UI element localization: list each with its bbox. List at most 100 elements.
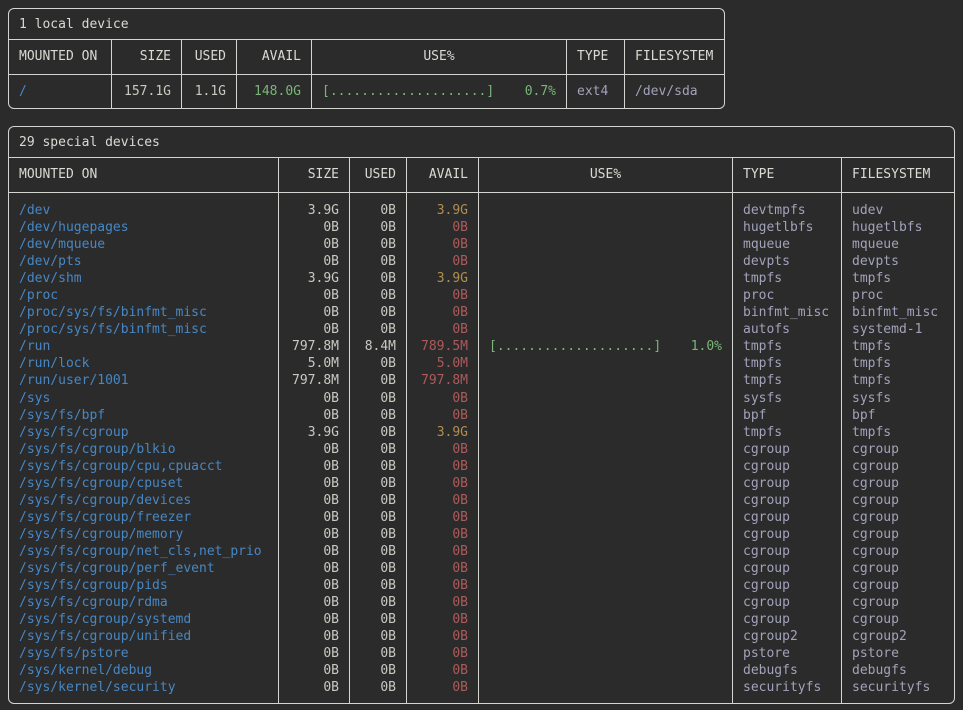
local-devices-body: /157.1G1.1G148.0G[....................]0… bbox=[9, 75, 724, 108]
cell-type: cgroup bbox=[732, 543, 841, 560]
cell-size: 0B bbox=[278, 458, 349, 475]
cell-size: 0B bbox=[278, 509, 349, 526]
cell-mounted-on: /sys/fs/cgroup/blkio bbox=[9, 441, 278, 458]
cell-type: sysfs bbox=[732, 390, 841, 407]
spacer-cell bbox=[841, 696, 954, 703]
cell-avail: 0B bbox=[406, 645, 478, 662]
cell-mounted-on: /sys/fs/cgroup/systemd bbox=[9, 611, 278, 628]
cell-size: 0B bbox=[278, 236, 349, 253]
spacer-cell bbox=[732, 696, 841, 703]
cell-used: 0B bbox=[349, 372, 406, 389]
table-row: /proc0B0B0Bprocproc bbox=[9, 287, 954, 304]
table-row: /sys/fs/cgroup/devices0B0B0Bcgroupcgroup bbox=[9, 492, 954, 509]
spacer-cell bbox=[841, 193, 954, 202]
cell-filesystem: cgroup bbox=[841, 543, 954, 560]
cell-size: 0B bbox=[278, 253, 349, 270]
cell-avail: 0B bbox=[406, 543, 478, 560]
cell-size: 0B bbox=[278, 679, 349, 696]
table-row: /157.1G1.1G148.0G[....................]0… bbox=[9, 75, 724, 108]
cell-avail: 0B bbox=[406, 509, 478, 526]
cell-type: tmpfs bbox=[732, 372, 841, 389]
column-header-filesystem: FILESYSTEM bbox=[624, 40, 724, 74]
cell-use-percent bbox=[478, 594, 732, 611]
table-row: /proc/sys/fs/binfmt_misc0B0B0Bbinfmt_mis… bbox=[9, 304, 954, 321]
usage-bar: [....................] bbox=[489, 338, 661, 355]
cell-use-percent bbox=[478, 662, 732, 679]
cell-mounted-on: /sys/fs/cgroup/unified bbox=[9, 628, 278, 645]
cell-avail: 5.0M bbox=[406, 355, 478, 372]
cell-avail: 0B bbox=[406, 492, 478, 509]
cell-filesystem: tmpfs bbox=[841, 338, 954, 355]
column-header-use-percent: USE% bbox=[311, 40, 566, 74]
terminal-screen: 1 local device MOUNTED ONSIZEUSEDAVAILUS… bbox=[8, 8, 955, 704]
cell-use-percent bbox=[478, 509, 732, 526]
cell-filesystem: tmpfs bbox=[841, 372, 954, 389]
cell-avail: 0B bbox=[406, 594, 478, 611]
cell-avail: 0B bbox=[406, 679, 478, 696]
cell-mounted-on: /proc/sys/fs/binfmt_misc bbox=[9, 304, 278, 321]
cell-size: 3.9G bbox=[278, 424, 349, 441]
cell-mounted-on: /sys/fs/cgroup/freezer bbox=[9, 509, 278, 526]
cell-size: 0B bbox=[278, 611, 349, 628]
cell-type: tmpfs bbox=[732, 355, 841, 372]
cell-use-percent bbox=[478, 304, 732, 321]
cell-size: 0B bbox=[278, 219, 349, 236]
cell-type: cgroup bbox=[732, 594, 841, 611]
cell-size: 0B bbox=[278, 526, 349, 543]
spacer-cell bbox=[278, 696, 349, 703]
spacer-cell bbox=[278, 193, 349, 202]
usage-percent: 0.7% bbox=[525, 75, 556, 108]
cell-used: 0B bbox=[349, 509, 406, 526]
cell-mounted-on: /sys/fs/pstore bbox=[9, 645, 278, 662]
spacer-cell bbox=[406, 696, 478, 703]
cell-filesystem: /dev/sda bbox=[624, 75, 724, 108]
cell-use-percent bbox=[478, 287, 732, 304]
column-header-size: SIZE bbox=[111, 40, 181, 74]
cell-filesystem: tmpfs bbox=[841, 270, 954, 287]
cell-use-percent bbox=[478, 679, 732, 696]
cell-mounted-on: /sys/fs/cgroup/memory bbox=[9, 526, 278, 543]
column-header-avail: AVAIL bbox=[236, 40, 311, 74]
cell-filesystem: cgroup bbox=[841, 560, 954, 577]
cell-avail: 0B bbox=[406, 560, 478, 577]
cell-use-percent: [....................]1.0% bbox=[478, 338, 732, 355]
cell-filesystem: udev bbox=[841, 202, 954, 219]
cell-type: pstore bbox=[732, 645, 841, 662]
cell-mounted-on: /sys/fs/cgroup/rdma bbox=[9, 594, 278, 611]
cell-avail: 0B bbox=[406, 390, 478, 407]
cell-use-percent bbox=[478, 458, 732, 475]
cell-filesystem: securityfs bbox=[841, 679, 954, 696]
cell-avail: 0B bbox=[406, 236, 478, 253]
cell-filesystem: cgroup bbox=[841, 458, 954, 475]
cell-use-percent bbox=[478, 560, 732, 577]
spacer-cell bbox=[478, 696, 732, 703]
cell-use-percent: [....................]0.7% bbox=[311, 75, 566, 108]
cell-filesystem: devpts bbox=[841, 253, 954, 270]
cell-use-percent bbox=[478, 372, 732, 389]
cell-used: 0B bbox=[349, 611, 406, 628]
cell-use-percent bbox=[478, 355, 732, 372]
cell-used: 0B bbox=[349, 594, 406, 611]
spacer-cell bbox=[406, 193, 478, 202]
cell-avail: 0B bbox=[406, 441, 478, 458]
cell-avail: 0B bbox=[406, 662, 478, 679]
column-header-use-percent: USE% bbox=[478, 158, 732, 192]
cell-use-percent bbox=[478, 424, 732, 441]
cell-used: 0B bbox=[349, 526, 406, 543]
cell-mounted-on: /sys/kernel/debug bbox=[9, 662, 278, 679]
cell-type: devpts bbox=[732, 253, 841, 270]
cell-used: 0B bbox=[349, 321, 406, 338]
column-header-filesystem: FILESYSTEM bbox=[841, 158, 954, 192]
cell-type: cgroup bbox=[732, 475, 841, 492]
cell-avail: 0B bbox=[406, 458, 478, 475]
cell-use-percent bbox=[478, 526, 732, 543]
special-devices-body: /dev3.9G0B3.9Gdevtmpfsudev/dev/hugepages… bbox=[9, 193, 954, 703]
cell-type: debugfs bbox=[732, 662, 841, 679]
cell-size: 0B bbox=[278, 390, 349, 407]
table-row: /dev/shm3.9G0B3.9Gtmpfstmpfs bbox=[9, 270, 954, 287]
cell-filesystem: cgroup bbox=[841, 441, 954, 458]
table-row: /sys/fs/cgroup/cpuset0B0B0Bcgroupcgroup bbox=[9, 475, 954, 492]
cell-type: cgroup bbox=[732, 526, 841, 543]
spacer-cell bbox=[478, 193, 732, 202]
cell-mounted-on: /sys/fs/cgroup/devices bbox=[9, 492, 278, 509]
